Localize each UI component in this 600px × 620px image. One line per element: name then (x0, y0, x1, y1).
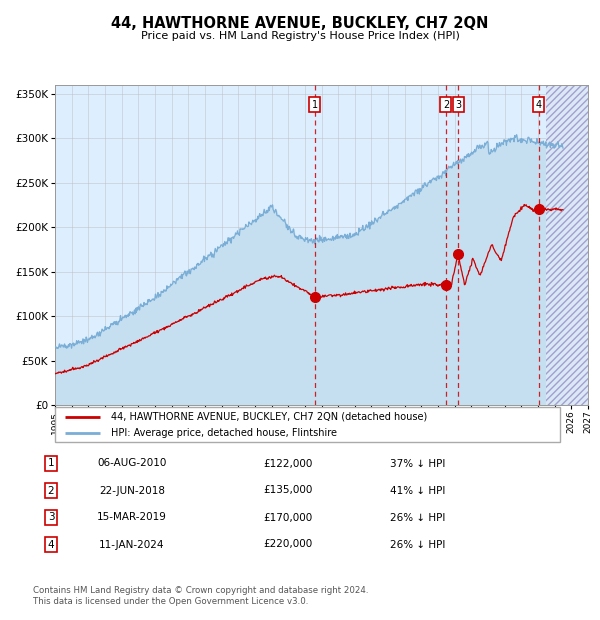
Text: £220,000: £220,000 (263, 539, 313, 549)
Text: 4: 4 (535, 100, 542, 110)
Text: £122,000: £122,000 (263, 459, 313, 469)
Text: 11-JAN-2024: 11-JAN-2024 (99, 539, 165, 549)
Text: 4: 4 (47, 539, 55, 549)
Text: 3: 3 (47, 513, 55, 523)
Text: 44, HAWTHORNE AVENUE, BUCKLEY, CH7 2QN: 44, HAWTHORNE AVENUE, BUCKLEY, CH7 2QN (112, 16, 488, 30)
Text: £170,000: £170,000 (263, 513, 313, 523)
Text: 2: 2 (443, 100, 449, 110)
FancyBboxPatch shape (55, 407, 560, 442)
Text: 1: 1 (311, 100, 318, 110)
Text: £135,000: £135,000 (263, 485, 313, 495)
Text: HPI: Average price, detached house, Flintshire: HPI: Average price, detached house, Flin… (110, 428, 337, 438)
Text: 2: 2 (47, 485, 55, 495)
Text: 37% ↓ HPI: 37% ↓ HPI (390, 459, 445, 469)
Text: Contains HM Land Registry data © Crown copyright and database right 2024.
This d: Contains HM Land Registry data © Crown c… (33, 585, 368, 606)
Text: 1: 1 (47, 459, 55, 469)
Bar (547, 85, 588, 405)
Text: 41% ↓ HPI: 41% ↓ HPI (390, 485, 445, 495)
Text: 26% ↓ HPI: 26% ↓ HPI (390, 539, 445, 549)
Text: 44, HAWTHORNE AVENUE, BUCKLEY, CH7 2QN (detached house): 44, HAWTHORNE AVENUE, BUCKLEY, CH7 2QN (… (110, 412, 427, 422)
Text: 3: 3 (455, 100, 461, 110)
Text: Price paid vs. HM Land Registry's House Price Index (HPI): Price paid vs. HM Land Registry's House … (140, 31, 460, 41)
Text: 15-MAR-2019: 15-MAR-2019 (97, 513, 167, 523)
Text: 26% ↓ HPI: 26% ↓ HPI (390, 513, 445, 523)
Text: 22-JUN-2018: 22-JUN-2018 (99, 485, 165, 495)
Text: 06-AUG-2010: 06-AUG-2010 (97, 459, 167, 469)
